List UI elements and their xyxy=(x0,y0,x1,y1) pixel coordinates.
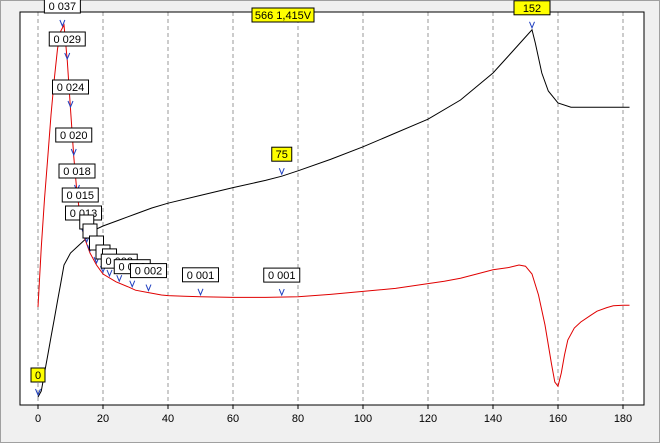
annotation-tag[interactable] xyxy=(263,267,301,283)
x-tick-label: 80 xyxy=(292,413,304,425)
annotation-tag[interactable] xyxy=(130,263,167,279)
annotation-marker-icon xyxy=(64,52,71,61)
annotation-marker-icon xyxy=(278,288,285,297)
annotation-tag[interactable] xyxy=(513,0,551,16)
annotation-label: 0 037 xyxy=(49,1,77,13)
annotation-marker-icon xyxy=(116,274,123,283)
annotation-marker-icon xyxy=(129,280,136,288)
annotation-marker-icon xyxy=(197,288,204,297)
annotation-marker-icon xyxy=(278,168,285,176)
plot-area xyxy=(20,12,644,405)
annotation-tag[interactable] xyxy=(182,267,219,283)
annotation-label: 152 xyxy=(523,3,541,15)
annotation-tag[interactable] xyxy=(30,367,46,383)
annotation-marker-icon xyxy=(70,148,77,157)
x-tick-label: 40 xyxy=(162,413,174,425)
annotation-tag[interactable] xyxy=(58,163,96,179)
series-line-0 xyxy=(37,28,630,398)
annotation-label: 0 002 xyxy=(135,266,163,278)
cursor-readout-box xyxy=(251,7,315,23)
annotation-label: 0 015 xyxy=(66,190,94,202)
annotation-tag[interactable] xyxy=(43,0,81,14)
x-tick-label: 140 xyxy=(484,413,502,425)
plot-border xyxy=(19,11,645,406)
x-tick-label: 60 xyxy=(227,413,239,425)
annotation-label: 0 024 xyxy=(57,82,85,94)
annotation-marker-icon xyxy=(529,21,535,30)
annotation-label: 0 001 xyxy=(268,270,296,282)
annotation-marker-icon xyxy=(59,19,66,28)
x-tick-label: 160 xyxy=(549,413,567,425)
annotation-marker-icon xyxy=(106,269,113,278)
annotation-tag[interactable] xyxy=(55,127,93,143)
annotation-label: 0 018 xyxy=(63,166,91,178)
x-tick-label: 20 xyxy=(97,413,109,425)
series-line-1 xyxy=(37,23,630,388)
annotation-marker-icon xyxy=(67,100,74,109)
annotation-tag[interactable] xyxy=(52,79,89,95)
x-tick-label: 180 xyxy=(614,413,632,425)
annotation-tag[interactable] xyxy=(271,146,293,162)
annotation-label: 75 xyxy=(276,149,288,161)
x-tick-label: 0 xyxy=(35,413,41,425)
x-tick-label: 120 xyxy=(419,413,437,425)
annotation-tag[interactable] xyxy=(48,31,86,47)
annotation-label: 0 029 xyxy=(53,34,81,46)
cursor-readout: 566 1,415V xyxy=(255,10,312,22)
annotation-tag[interactable] xyxy=(61,187,99,203)
annotation-label: 0 020 xyxy=(60,130,88,142)
x-tick-label: 100 xyxy=(354,413,372,425)
annotation-marker-icon xyxy=(145,284,152,292)
annotation-label: 0 001 xyxy=(187,270,215,282)
annotation-marker-icon xyxy=(35,388,41,397)
annotation-label: 0 xyxy=(35,370,41,382)
